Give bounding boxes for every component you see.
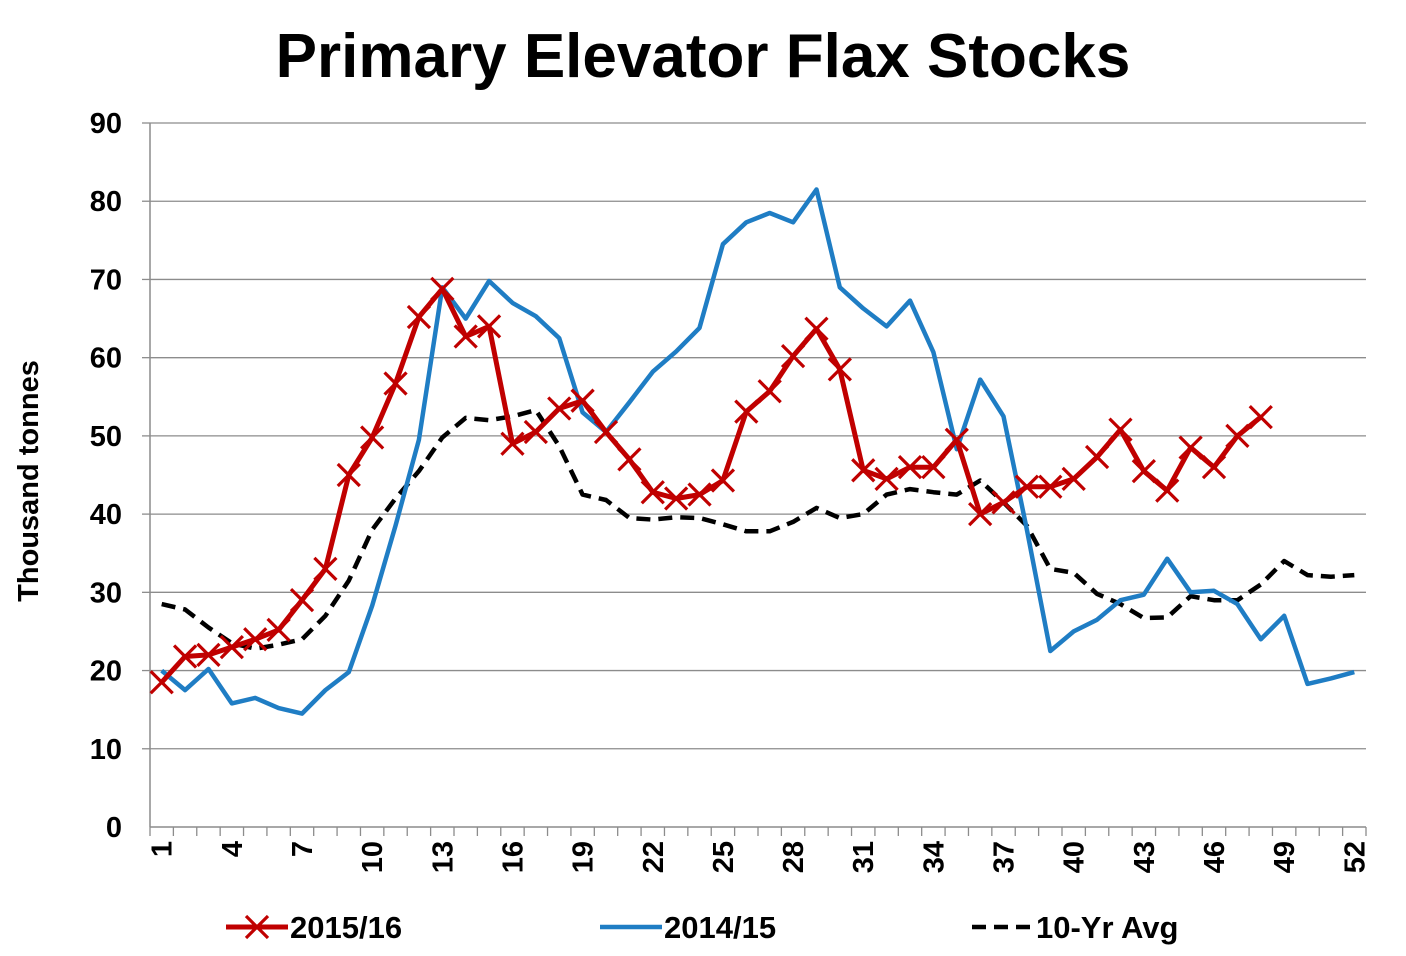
x-tick-labels: 1 4 7 10 13 16 19 22 25 28 31 34 37 40 43 46 49 52: [147, 841, 1372, 873]
data-point-marker: [1014, 474, 1040, 499]
y-tick-labels: 0 10 20 30 40 50 60 70 80 90: [90, 108, 122, 844]
data-point-marker: [710, 468, 736, 493]
data-point-marker: [383, 371, 408, 396]
data-point-marker: [523, 419, 548, 445]
x-tick-label: 37: [989, 841, 1021, 873]
x-tick-label: 1: [147, 841, 179, 857]
data-point-marker: [500, 431, 525, 456]
data-point-marker: [476, 314, 502, 339]
axes: [142, 122, 1367, 836]
data-point-marker: [780, 343, 806, 369]
y-tick-label: 0: [106, 812, 122, 844]
data-point-marker: [664, 486, 689, 511]
data-point-marker: [453, 324, 478, 349]
data-point-marker: [968, 501, 993, 527]
y-tick-label: 30: [90, 577, 122, 609]
data-point-marker: [1155, 478, 1180, 503]
x-tick-label: 16: [497, 841, 529, 873]
data-point-marker: [921, 455, 946, 480]
data-point-marker: [1131, 458, 1156, 484]
x-tick-label: 34: [918, 841, 950, 873]
series-line-2014/15: [160, 187, 1355, 716]
chart-title: Primary Elevator Flax Stocks: [276, 22, 1131, 91]
data-point-marker: [874, 466, 899, 492]
data-point-marker: [172, 644, 198, 669]
x-tick-label: 13: [427, 841, 459, 873]
data-point-marker: [289, 588, 315, 613]
data-point-marker: [804, 316, 829, 341]
data-point-marker: [1108, 417, 1133, 442]
y-tick-label: 60: [90, 343, 122, 375]
data-point-marker: [593, 419, 619, 445]
legend-label: 2015/16: [290, 910, 402, 945]
data-point-marker: [1201, 455, 1227, 480]
y-axis-label: Thousand tonnes: [13, 360, 45, 602]
data-point-marker: [336, 462, 361, 488]
series-layer: [149, 187, 1355, 716]
data-point-marker: [687, 482, 712, 507]
x-tick-label: 46: [1199, 841, 1231, 873]
data-point-marker: [1225, 423, 1250, 449]
gridlines: [150, 122, 1366, 750]
data-point-marker: [243, 627, 268, 652]
data-point-marker: [1038, 474, 1063, 499]
series-line-10-Yr Avg: [161, 407, 1355, 651]
x-tick-label: 49: [1269, 841, 1301, 873]
x-tick-label: 43: [1129, 841, 1161, 873]
x-tick-label: 52: [1339, 841, 1371, 873]
data-point-marker: [944, 427, 969, 452]
data-point-marker: [430, 276, 455, 301]
y-tick-label: 40: [90, 499, 122, 531]
legend-label: 2014/15: [664, 910, 776, 945]
y-tick-label: 20: [90, 656, 122, 688]
x-tick-label: 19: [568, 841, 600, 873]
data-point-marker: [149, 670, 174, 695]
series-line-2015/16: [159, 286, 1263, 684]
x-tick-label: 10: [357, 841, 389, 873]
data-point-marker: [313, 556, 338, 581]
legend-label: 10-Yr Avg: [1036, 910, 1178, 945]
data-point-marker: [617, 447, 642, 472]
data-point-marker: [1061, 466, 1086, 492]
data-point-marker: [734, 399, 759, 424]
y-tick-label: 10: [90, 734, 122, 766]
data-point-marker: [897, 455, 923, 480]
data-point-marker: [851, 458, 876, 483]
data-point-marker: [640, 480, 665, 505]
data-point-marker: [360, 425, 385, 450]
data-point-marker: [547, 396, 572, 421]
data-point-marker: [1178, 435, 1203, 460]
data-point-marker: [1084, 444, 1110, 470]
x-tick-label: 7: [287, 841, 319, 857]
data-point-marker: [757, 379, 782, 404]
x-tick-label: 28: [778, 841, 810, 873]
data-point-marker: [406, 304, 432, 330]
y-tick-label: 80: [90, 186, 122, 218]
x-tick-label: 25: [708, 841, 740, 873]
x-tick-label: 22: [638, 841, 670, 873]
data-point-marker: [219, 634, 244, 660]
y-tick-label: 90: [90, 108, 122, 140]
data-point-marker: [570, 388, 595, 413]
data-point-marker: [827, 357, 852, 382]
y-tick-label: 70: [90, 264, 122, 296]
data-point-marker: [991, 490, 1016, 515]
legend-marker: [244, 914, 270, 940]
data-point-marker: [1248, 404, 1273, 430]
data-point-marker: [196, 642, 221, 668]
x-tick-label: 4: [217, 841, 249, 857]
y-tick-label: 50: [90, 421, 122, 453]
x-tick-label: 40: [1059, 841, 1091, 873]
legend: 2015/16 2014/15 10-Yr Avg: [226, 910, 1178, 945]
x-tick-label: 31: [848, 841, 880, 873]
data-point-marker: [266, 617, 291, 643]
